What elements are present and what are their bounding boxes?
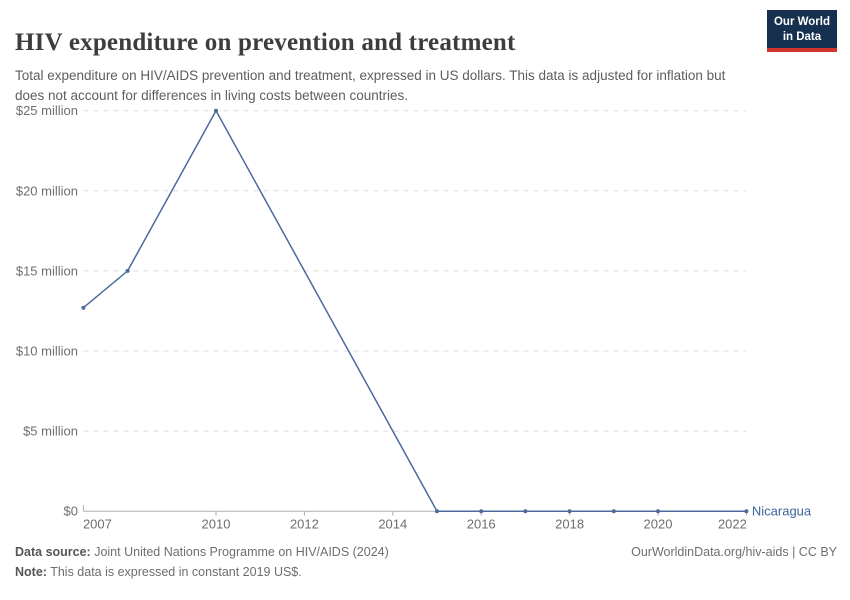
page-title: HIV expenditure on prevention and treatm… [15,28,516,56]
y-axis-label: $5 million [23,424,78,439]
y-axis-label: $10 million [16,344,78,359]
data-point[interactable] [125,268,130,273]
owid-logo-line1: Our World [773,16,830,28]
data-point[interactable] [435,509,439,514]
x-axis-label: 2022 [718,517,747,532]
data-point[interactable] [214,108,218,113]
owid-logo-line2: in Data [782,30,822,43]
owid-logo[interactable]: Our World in Data [766,10,837,52]
data-point[interactable] [81,305,86,310]
x-axis-label: 2007 [83,517,112,532]
note-label: Note: [15,565,47,580]
y-axis-label: $20 million [16,183,78,198]
data-line[interactable] [82,109,747,512]
chart-footer: Data source: Joint United Nations Progra… [15,542,837,583]
y-axis-label: $0 [64,504,78,519]
data-source-label: Data source: [15,545,91,559]
data-point[interactable] [744,509,749,514]
line-chart-canvas[interactable]: $0 $5 million $10 million $15 million $20 mi… [0,95,850,545]
note-line: Note: This data is expressed in constant… [15,562,837,582]
x-axis-label: 2018 [555,517,584,532]
series-label[interactable]: Nicaragua [752,504,812,519]
x-axis-label: 2016 [467,517,496,532]
data-point[interactable] [479,509,484,514]
data-source-text: Joint United Nations Programme on HIV/AI… [90,545,389,559]
footer-link[interactable]: OurWorldinData.org/hiv-aids | CC BY [631,545,837,559]
data-point[interactable] [523,509,528,514]
x-axis-label: 2020 [644,517,673,532]
data-point[interactable] [611,509,616,514]
data-source-line: Data source: Joint United Nations Progra… [15,542,837,562]
y-axis-label: $15 million [16,263,78,278]
data-point[interactable] [656,509,660,514]
y-axis-label: $25 million [16,103,78,118]
x-axis-label: 2010 [202,517,231,532]
note-text: This data is expressed in constant 2019 … [46,565,302,580]
data-point[interactable] [567,509,572,514]
chart-subtitle: Total expenditure on HIV/AIDS prevention… [15,67,726,103]
x-axis-label: 2014 [378,517,407,532]
x-axis-label: 2012 [290,517,319,532]
